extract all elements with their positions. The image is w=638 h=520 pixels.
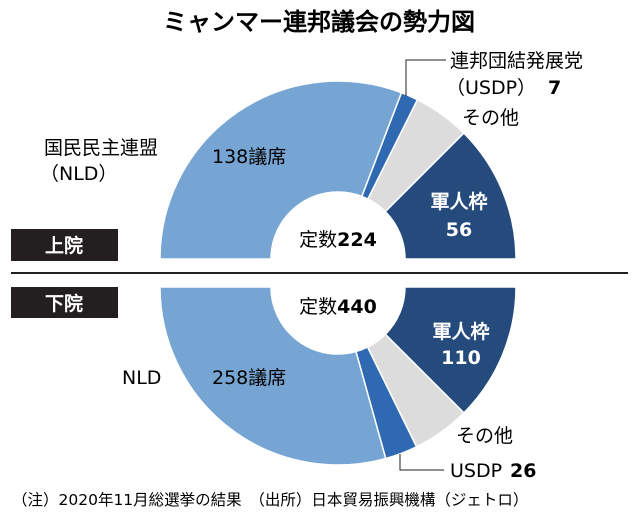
upper-military-name: 軍人枠 — [430, 190, 487, 213]
slice-nld — [159, 80, 403, 260]
lower-house-badge — [11, 287, 118, 318]
upper-military-value: 56 — [446, 219, 472, 241]
upper-usdp-name-line1: 連邦団結発展党 — [450, 50, 583, 72]
upper-total-label: 定数 — [299, 229, 337, 251]
upper-house-badge — [11, 229, 118, 261]
upper-other-name: その他 — [462, 107, 519, 129]
chart-title: ミャンマー連邦議会の勢力図 — [163, 8, 475, 36]
lower-military-name: 軍人枠 — [432, 320, 489, 343]
upper-usdp-name-line2: （USDP） — [446, 77, 536, 99]
lower-house-donut — [159, 286, 517, 466]
slice-military — [384, 286, 517, 414]
footnote: （注）2020年11月総選挙の結果 （出所）日本貿易振興機構（ジェトロ） — [12, 491, 528, 509]
upper-nld-name-line2: （NLD） — [40, 163, 117, 185]
slice-military — [384, 132, 517, 260]
lower-house-label: 下院 — [45, 292, 83, 315]
upper-house-label: 上院 — [45, 234, 83, 257]
lower-nld-name: NLD — [122, 367, 161, 389]
upper-usdp-value: 7 — [548, 77, 561, 99]
lower-usdp-value: 26 — [510, 460, 536, 482]
lower-usdp-name: USDP — [450, 460, 502, 482]
upper-usdp-leader-line — [405, 59, 446, 96]
upper-total: 定数224 — [299, 229, 377, 251]
upper-total-value: 224 — [337, 229, 377, 251]
slice-nld — [159, 286, 387, 466]
lower-total-value: 440 — [337, 296, 377, 318]
lower-nld-seats: 258議席 — [212, 367, 286, 389]
lower-total: 定数440 — [299, 296, 377, 318]
lower-military-value: 110 — [441, 347, 481, 369]
upper-nld-seats: 138議席 — [212, 146, 286, 168]
lower-total-label: 定数 — [299, 296, 337, 318]
lower-usdp-leader-line — [399, 454, 444, 471]
upper-house-donut — [159, 80, 517, 260]
lower-other-name: その他 — [456, 425, 513, 447]
upper-nld-name-line1: 国民民主連盟 — [44, 137, 158, 159]
